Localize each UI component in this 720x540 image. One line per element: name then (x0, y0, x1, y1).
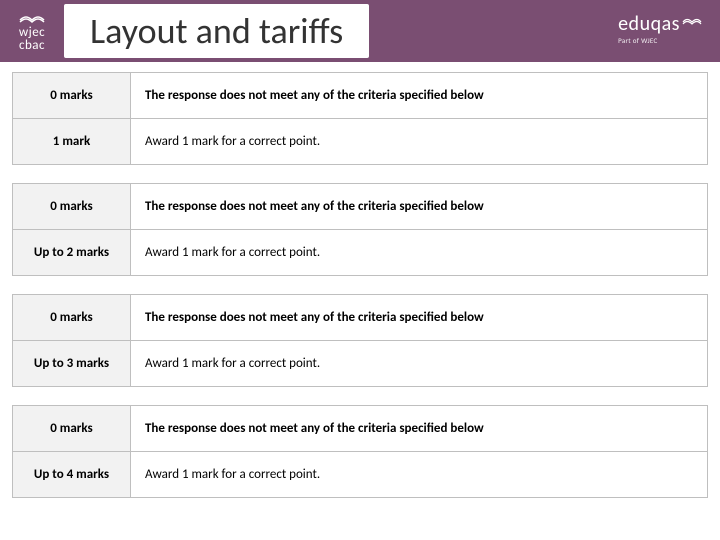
table-row: 1 mark Award 1 mark for a correct point. (13, 119, 708, 165)
logo-eduqas: eduqas Part of WJEC (618, 12, 702, 45)
title-container: Layout and tariffs (64, 4, 369, 58)
marks-cell: 0 marks (13, 184, 131, 230)
desc-cell: The response does not meet any of the cr… (131, 295, 708, 341)
tariff-block: 0 marks The response does not meet any o… (12, 294, 708, 387)
desc-cell: The response does not meet any of the cr… (131, 406, 708, 452)
table-row: 0 marks The response does not meet any o… (13, 295, 708, 341)
table-row: Up to 2 marks Award 1 mark for a correct… (13, 230, 708, 276)
logo-right-brand-row: eduqas (618, 12, 702, 36)
tariff-block: 0 marks The response does not meet any o… (12, 405, 708, 498)
desc-cell: Award 1 mark for a correct point. (131, 119, 708, 165)
marks-cell: 0 marks (13, 406, 131, 452)
marks-cell: Up to 3 marks (13, 341, 131, 387)
table-row: Up to 4 marks Award 1 mark for a correct… (13, 452, 708, 498)
book-icon (18, 10, 46, 24)
desc-cell: The response does not meet any of the cr… (131, 184, 708, 230)
desc-cell: Award 1 mark for a correct point. (131, 230, 708, 276)
tariff-block: 0 marks The response does not meet any o… (12, 72, 708, 165)
table-row: 0 marks The response does not meet any o… (13, 406, 708, 452)
logo-wjec: wjec cbac (18, 10, 46, 52)
header-bar: wjec cbac Layout and tariffs eduqas Part… (0, 0, 720, 62)
marks-cell: Up to 2 marks (13, 230, 131, 276)
desc-cell: The response does not meet any of the cr… (131, 73, 708, 119)
page-title: Layout and tariffs (90, 9, 343, 53)
table-row: 0 marks The response does not meet any o… (13, 184, 708, 230)
marks-cell: 0 marks (13, 295, 131, 341)
content-area: 0 marks The response does not meet any o… (0, 62, 720, 498)
table-row: 0 marks The response does not meet any o… (13, 73, 708, 119)
desc-cell: Award 1 mark for a correct point. (131, 341, 708, 387)
marks-cell: 0 marks (13, 73, 131, 119)
book-icon (682, 14, 702, 26)
logo-right-sub: Part of WJEC (618, 36, 702, 45)
marks-cell: 1 mark (13, 119, 131, 165)
logo-right-brand: eduqas (618, 12, 680, 36)
desc-cell: Award 1 mark for a correct point. (131, 452, 708, 498)
logo-left-line2: cbac (19, 39, 45, 52)
table-row: Up to 3 marks Award 1 mark for a correct… (13, 341, 708, 387)
tariff-block: 0 marks The response does not meet any o… (12, 183, 708, 276)
marks-cell: Up to 4 marks (13, 452, 131, 498)
